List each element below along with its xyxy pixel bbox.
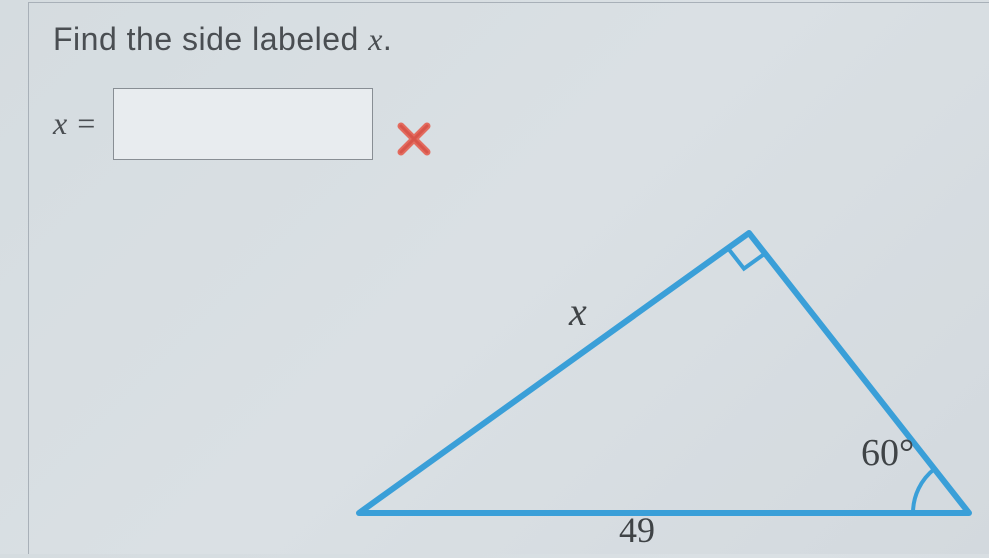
angle-label: 60° — [861, 431, 914, 475]
side-label-x: x — [569, 288, 587, 335]
triangle-svg — [329, 213, 989, 553]
question-text: Find the side labeled x. — [53, 21, 965, 58]
question-prefix: Find the side labeled — [53, 21, 368, 57]
question-variable: x — [368, 21, 383, 57]
answer-input[interactable] — [113, 88, 373, 160]
question-suffix: . — [383, 21, 392, 57]
triangle-figure: x 49 60° — [329, 213, 989, 553]
answer-row: x = — [53, 86, 965, 161]
answer-label: x = — [53, 105, 97, 142]
question-panel: Find the side labeled x. x = x 49 60° — [28, 2, 989, 554]
side-label-base: 49 — [619, 509, 655, 551]
wrong-icon — [397, 122, 431, 161]
